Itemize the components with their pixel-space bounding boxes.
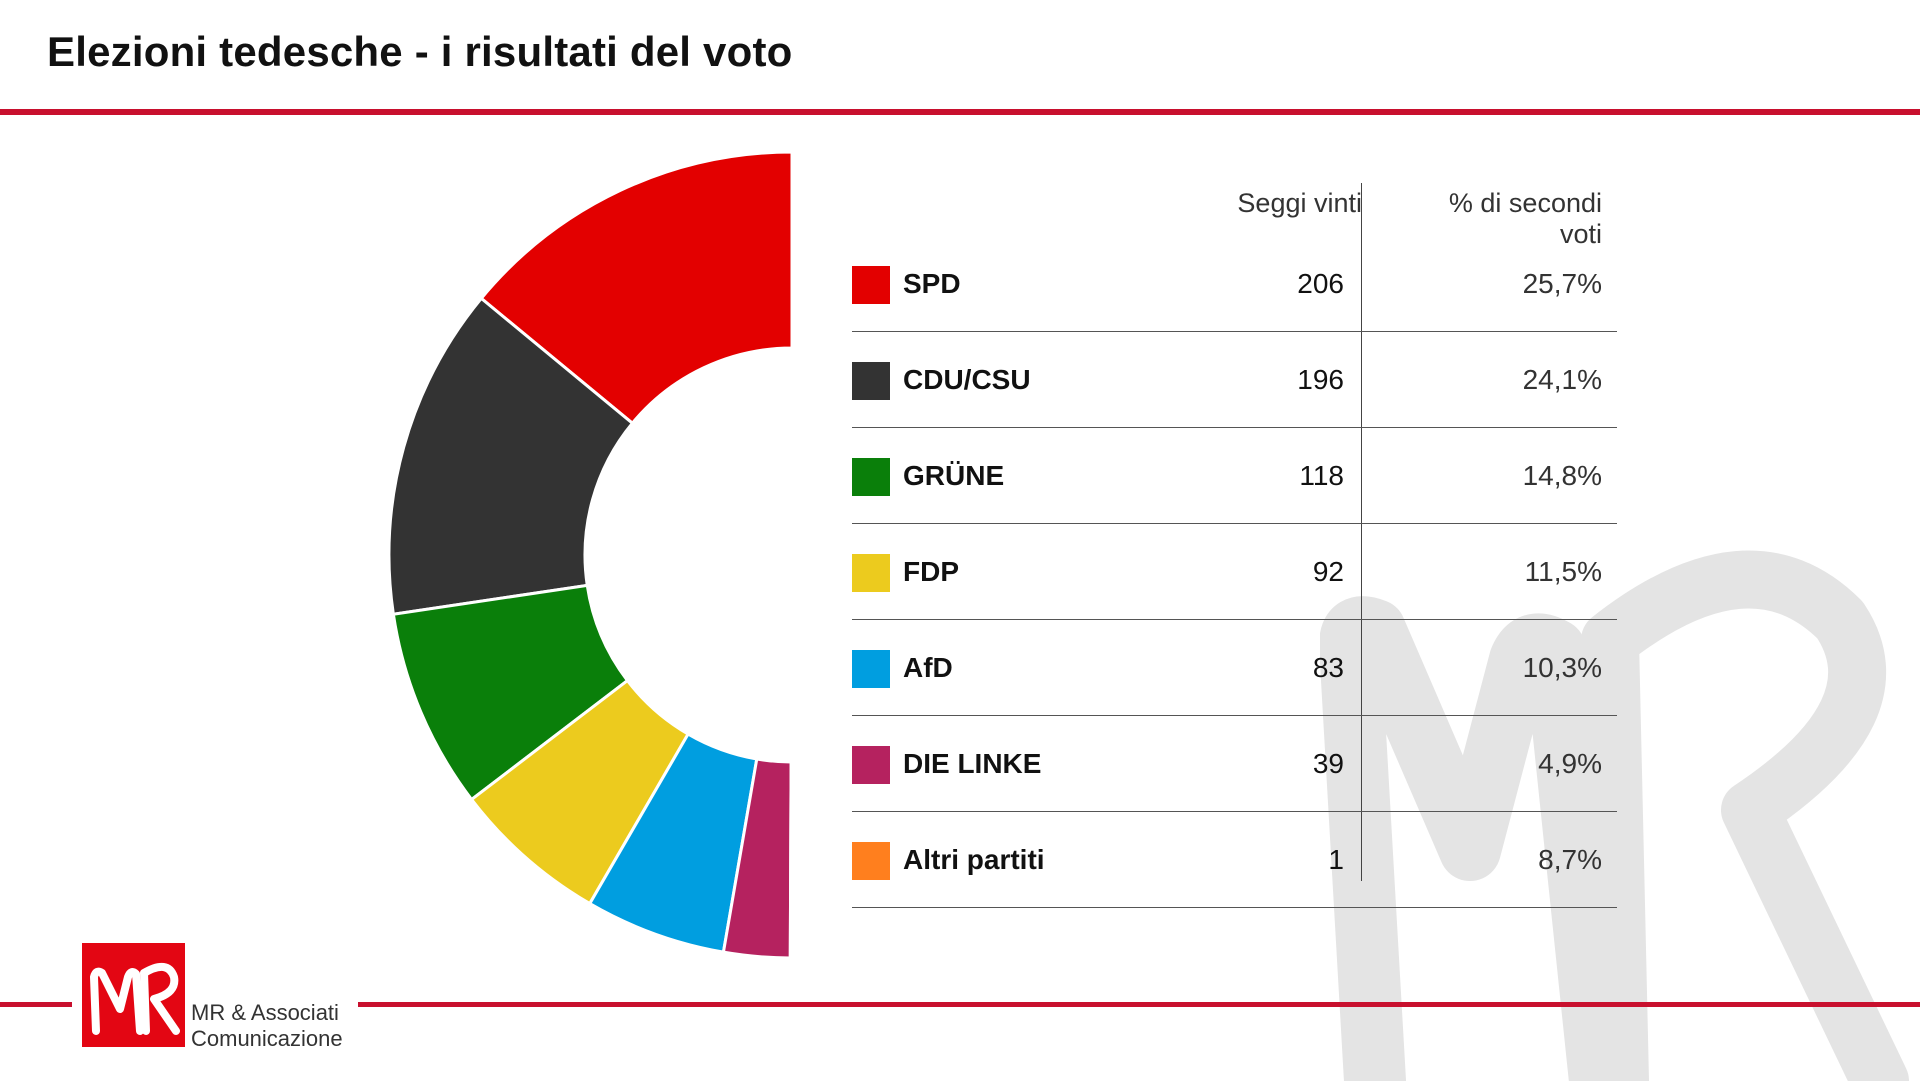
- party-color-swatch: [852, 458, 890, 496]
- party-color-swatch: [852, 266, 890, 304]
- table-row: Altri partiti 1 8,7%: [852, 812, 1617, 908]
- percent-value: 4,9%: [1538, 748, 1602, 779]
- donut-slice-altri-partiti: [788, 760, 794, 960]
- mr-logo: MR: [82, 943, 185, 1047]
- donut-slice-cdu-csu: [387, 296, 635, 616]
- party-color-swatch: [852, 842, 890, 880]
- seats-half-donut-chart: [387, 150, 794, 960]
- percent-value: 10,3%: [1522, 652, 1602, 683]
- seats-value: 1: [1328, 844, 1344, 875]
- donut-slice-spd: [479, 150, 794, 426]
- party-name: GRÜNE: [903, 460, 1005, 491]
- table-row: FDP 92 11,5%: [852, 524, 1617, 620]
- seats-value: 206: [1297, 268, 1344, 299]
- table-row: DIE LINKE 39 4,9%: [852, 716, 1617, 812]
- percent-value: 24,1%: [1522, 364, 1602, 395]
- party-name: DIE LINKE: [903, 748, 1042, 779]
- percent-value: 25,7%: [1522, 268, 1602, 299]
- party-color-swatch: [852, 650, 890, 688]
- party-color-swatch: [852, 554, 890, 592]
- top-divider: [0, 109, 1920, 115]
- company-name: MR & Associati Comunicazione: [191, 1000, 343, 1052]
- table-rows: SPD 206 25,7% CDU/CSU 196 24,1% GRÜNE 118 14,8% F…: [852, 236, 1617, 908]
- percent-column-header: % di secondi voti: [1448, 188, 1602, 249]
- column-divider: [1361, 183, 1362, 881]
- party-name: AfD: [903, 652, 953, 683]
- percent-value: 8,7%: [1538, 844, 1602, 875]
- seats-column-header: Seggi vinti: [1237, 188, 1362, 218]
- party-color-swatch: [852, 746, 890, 784]
- seats-value: 83: [1312, 652, 1344, 683]
- party-name: CDU/CSU: [903, 364, 1031, 395]
- seats-value: 196: [1297, 364, 1344, 395]
- percent-value: 11,5%: [1524, 556, 1602, 587]
- party-name: FDP: [903, 556, 959, 587]
- company-name-line1: MR & Associati: [191, 1000, 339, 1025]
- party-color-swatch: [852, 362, 890, 400]
- table-row: SPD 206 25,7%: [852, 236, 1617, 332]
- seats-value: 39: [1312, 748, 1344, 779]
- page-title: Elezioni tedesche - i risultati del voto: [47, 28, 793, 75]
- table-row: CDU/CSU 196 24,1%: [852, 332, 1617, 428]
- percent-value: 14,8%: [1522, 460, 1602, 491]
- seats-value: 118: [1299, 460, 1344, 491]
- bottom-divider-left: [0, 1002, 72, 1007]
- table-row: AfD 83 10,3%: [852, 620, 1617, 716]
- table-row: GRÜNE 118 14,8%: [852, 428, 1617, 524]
- party-name: Altri partiti: [903, 844, 1045, 875]
- company-name-line2: Comunicazione: [191, 1026, 343, 1051]
- bottom-divider-right: [358, 1002, 1920, 1007]
- seats-value: 92: [1312, 556, 1344, 587]
- party-name: SPD: [903, 268, 961, 299]
